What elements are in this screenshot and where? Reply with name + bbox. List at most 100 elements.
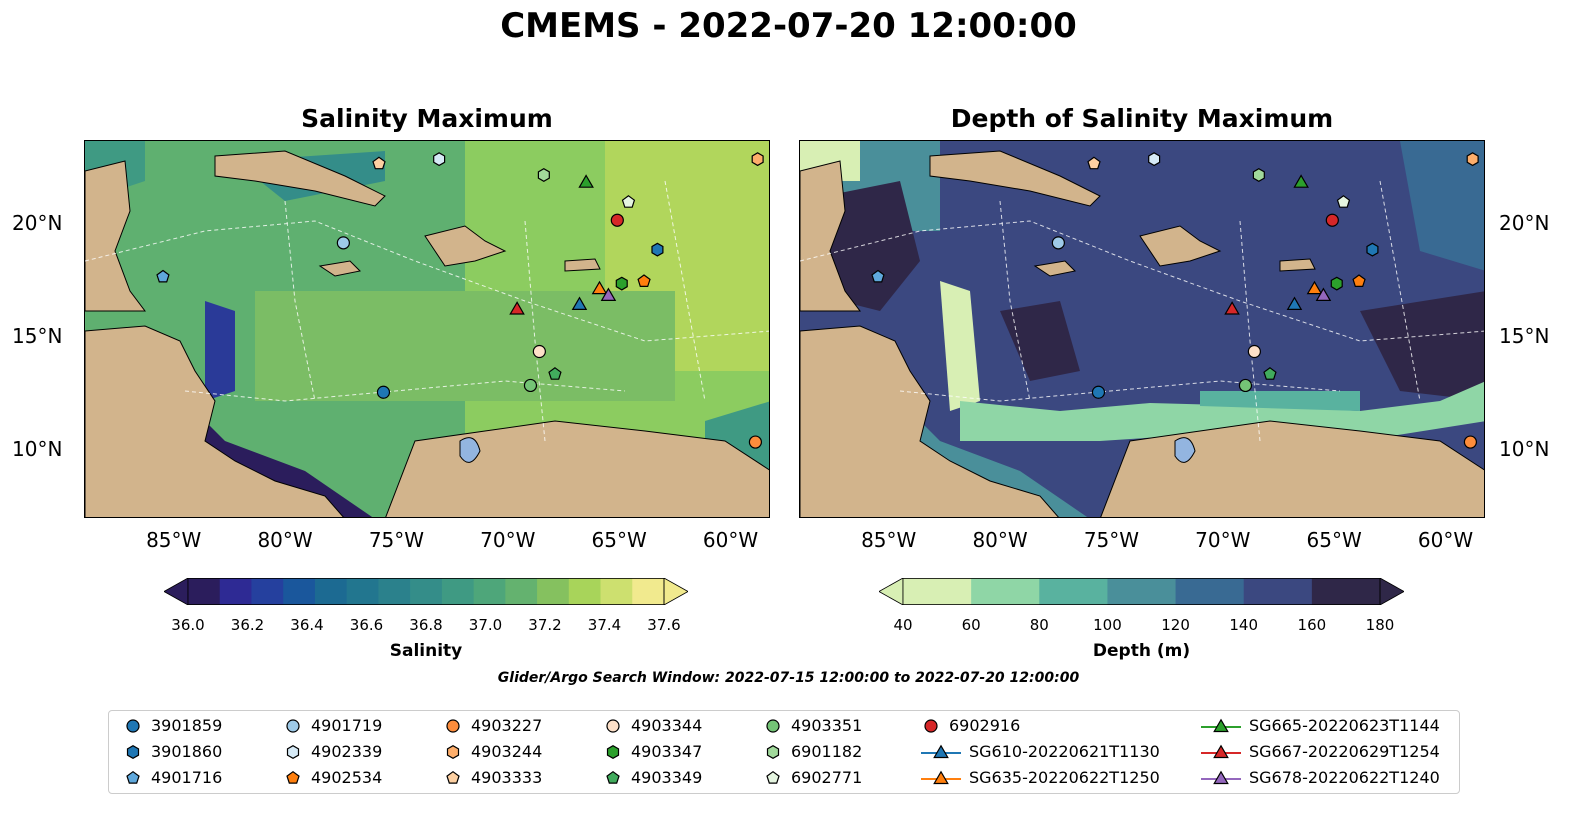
legend-marker-icon — [921, 770, 961, 785]
legend-item: SG665-20220623T1144 — [1201, 713, 1440, 737]
colorbar-tick-label: 36.2 — [230, 616, 265, 634]
salinity-marker-3901860[interactable] — [651, 242, 664, 257]
legend-item: 4901719 — [283, 713, 382, 737]
colorbar-tick-label: 60 — [961, 616, 981, 634]
depth-marker-6902916[interactable] — [1325, 213, 1339, 227]
colorbar-segment — [251, 578, 284, 605]
depth-marker-6901182[interactable] — [1252, 168, 1265, 182]
lon-tick-label: 80°W — [257, 528, 313, 552]
legend-marker-icon — [126, 745, 140, 759]
lat-tick-label: 15°N — [12, 323, 63, 348]
legend-label: 3901859 — [151, 715, 223, 735]
salinity-marker-6902916[interactable] — [610, 213, 624, 227]
depth-marker-sg667-20220629t1254[interactable] — [1224, 301, 1240, 315]
salinity-marker-sg610-20220621t1130[interactable] — [571, 296, 588, 310]
depth-marker-4903351[interactable] — [1238, 378, 1253, 393]
lat-tick-label: 20°N — [12, 210, 63, 235]
depth-marker-sg678-20220622t1240[interactable] — [1315, 287, 1332, 301]
colorbar-tick-label: 140 — [1229, 616, 1259, 634]
depth-map[interactable] — [799, 140, 1485, 518]
legend-item: SG678-20220622T1240 — [1201, 765, 1440, 789]
depth-marker-4903333[interactable] — [1087, 156, 1101, 170]
salinity-colorbar — [164, 578, 688, 605]
salinity-map[interactable] — [84, 140, 770, 518]
legend-label: SG678-20220622T1240 — [1249, 767, 1440, 787]
legend-marker-icon — [606, 719, 620, 733]
colorbar-extend-min — [164, 578, 189, 605]
depth-marker-4903344[interactable] — [1247, 344, 1261, 359]
depth-marker-4903244[interactable] — [1466, 152, 1479, 167]
legend-label: SG635-20220622T1250 — [969, 767, 1160, 787]
salinity-marker-4903227[interactable] — [748, 435, 763, 449]
salinity-marker-sg667-20220629t1254[interactable] — [509, 301, 525, 315]
colorbar-tick-label: 40 — [893, 616, 913, 634]
legend-label: 4903333 — [471, 767, 543, 787]
panel-title-salinity: Salinity Maximum — [301, 104, 553, 133]
depth-marker-3901860[interactable] — [1366, 242, 1379, 257]
legend-item: 3901859 — [123, 713, 222, 737]
colorbar-tick-label: 100 — [1093, 616, 1122, 634]
salinity-marker-4903347[interactable] — [615, 276, 628, 291]
salinity-marker-4903244[interactable] — [751, 152, 764, 167]
salinity-marker-6902771[interactable] — [621, 195, 636, 208]
legend-label: 6901182 — [791, 741, 863, 761]
salinity-marker-4901716[interactable] — [156, 269, 170, 283]
lon-tick-label: 75°W — [1083, 528, 1140, 552]
colorbar-tick-label: 120 — [1161, 616, 1190, 634]
salinity-marker-4903351[interactable] — [523, 378, 538, 393]
legend-item: 4903349 — [603, 765, 702, 789]
depth-marker-4903349[interactable] — [1263, 367, 1277, 380]
colorbar-segment — [1311, 578, 1381, 605]
lat-tick-label: 20°N — [1499, 210, 1550, 235]
legend: 3901859 3901860 4901716 4901719 4902339 49025… — [108, 710, 1460, 794]
legend-label: 4903227 — [471, 715, 543, 735]
salinity-marker-sg665-20220623t1144[interactable] — [578, 174, 594, 188]
legend-item: 4903244 — [443, 739, 542, 763]
legend-item: SG610-20220621T1130 — [921, 739, 1160, 763]
depth-marker-4902534[interactable] — [1352, 274, 1366, 287]
depth-marker-6902771[interactable] — [1336, 195, 1351, 208]
legend-item: 4902534 — [283, 765, 382, 789]
colorbar-extend-max — [663, 578, 688, 605]
colorbar-segment — [632, 578, 665, 605]
salinity-marker-4903333[interactable] — [372, 156, 386, 170]
legend-label: SG665-20220623T1144 — [1249, 715, 1440, 735]
depth-marker-sg610-20220621t1130[interactable] — [1286, 296, 1303, 310]
depth-marker-3901859[interactable] — [1091, 385, 1106, 399]
legend-item: 6902916 — [921, 713, 1020, 737]
depth-marker-sg665-20220623t1144[interactable] — [1293, 174, 1309, 188]
lat-tick-label: 15°N — [1499, 323, 1550, 348]
salinity-marker-4903344[interactable] — [532, 344, 546, 359]
colorbar-extend-max — [1379, 578, 1404, 605]
salinity-marker-4902339[interactable] — [433, 152, 446, 167]
legend-label: 4903344 — [631, 715, 703, 735]
salinity-marker-4903349[interactable] — [548, 367, 562, 380]
legend-marker-icon — [446, 745, 460, 759]
depth-marker-4901719[interactable] — [1051, 236, 1065, 250]
legend-marker-icon — [606, 745, 620, 759]
legend-label: 4903244 — [471, 741, 543, 761]
salinity-marker-4902534[interactable] — [637, 274, 651, 287]
colorbar-segment — [473, 578, 506, 605]
depth-marker-4903347[interactable] — [1330, 276, 1343, 291]
salinity-marker-sg635-20220622t1250[interactable] — [591, 280, 608, 295]
colorbar-segment — [410, 578, 443, 605]
salinity-marker-sg678-20220622t1240[interactable] — [600, 287, 617, 301]
colorbar-segment — [283, 578, 316, 605]
lon-tick-label: 60°W — [702, 528, 759, 552]
colorbar-segment — [537, 578, 570, 605]
salinity-marker-6901182[interactable] — [537, 168, 550, 182]
salinity-marker-4901719[interactable] — [336, 236, 350, 250]
lon-tick-label: 85°W — [861, 528, 917, 552]
depth-marker-sg635-20220622t1250[interactable] — [1306, 280, 1323, 295]
depth-marker-4903227[interactable] — [1463, 435, 1478, 449]
depth-marker-4901716[interactable] — [871, 269, 885, 283]
legend-label: 4903349 — [631, 767, 703, 787]
depth-marker-4902339[interactable] — [1148, 152, 1161, 167]
lon-tick-label: 70°W — [480, 528, 536, 552]
legend-item: 4902339 — [283, 739, 382, 763]
legend-label: 4903351 — [791, 715, 863, 735]
colorbar-tick-label: 160 — [1297, 616, 1327, 634]
legend-label: SG667-20220629T1254 — [1249, 741, 1440, 761]
salinity-marker-3901859[interactable] — [376, 385, 391, 399]
